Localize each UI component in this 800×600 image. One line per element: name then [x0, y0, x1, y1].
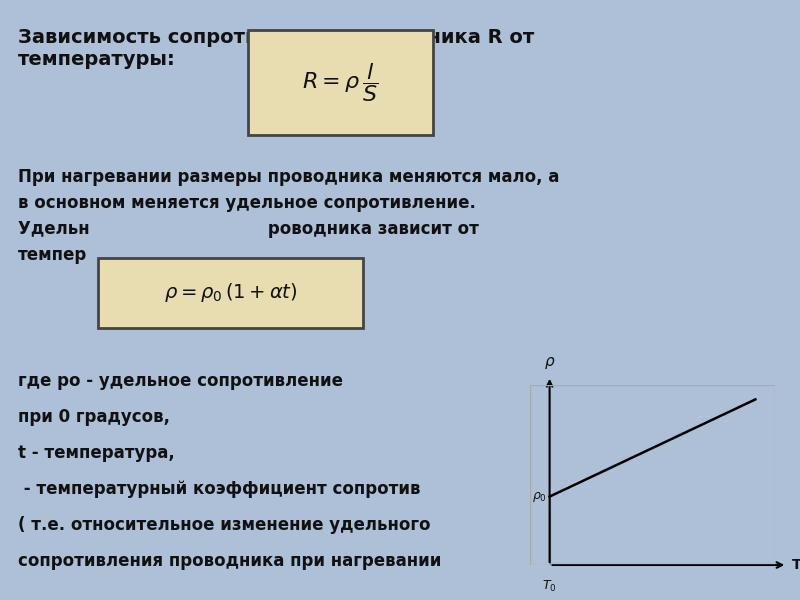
Text: Удельн                               роводника зависит от: Удельн роводника зависит от [18, 220, 479, 238]
Text: - температурный коэффициент сопротив: - температурный коэффициент сопротив [18, 480, 421, 498]
FancyBboxPatch shape [248, 30, 433, 135]
Text: $T_0$: $T_0$ [542, 580, 557, 595]
FancyBboxPatch shape [98, 258, 363, 328]
Text: сопротивления проводника при нагревании: сопротивления проводника при нагревании [18, 552, 442, 570]
Text: t - температура,: t - температура, [18, 444, 174, 462]
Text: При нагревании размеры проводника меняются мало, а: При нагревании размеры проводника меняют… [18, 168, 559, 186]
Text: $\rho$: $\rho$ [544, 355, 555, 371]
Text: $\rho_0$: $\rho_0$ [533, 490, 547, 503]
Text: темпер: темпер [18, 246, 87, 264]
Text: в основном меняется удельное сопротивление.: в основном меняется удельное сопротивлен… [18, 194, 476, 212]
Text: где ро - удельное сопротивление: где ро - удельное сопротивление [18, 372, 343, 390]
Text: $\rho = \rho_0\,(1 + \alpha t)$: $\rho = \rho_0\,(1 + \alpha t)$ [164, 281, 298, 304]
Text: температуры:: температуры: [18, 50, 176, 69]
Text: ( т.е. относительное изменение удельного: ( т.е. относительное изменение удельного [18, 516, 430, 534]
Text: $R = \rho\, \dfrac{l}{S}$: $R = \rho\, \dfrac{l}{S}$ [302, 61, 379, 104]
Text: Зависимость сопротивления проводника R от: Зависимость сопротивления проводника R о… [18, 28, 534, 47]
Text: T: T [792, 558, 800, 572]
Text: при 0 градусов,: при 0 градусов, [18, 408, 170, 426]
